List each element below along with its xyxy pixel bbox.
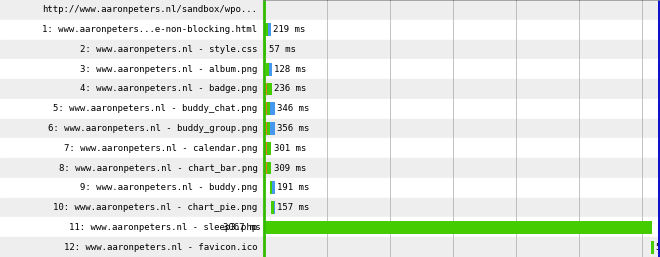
Bar: [265, 122, 267, 135]
Bar: [270, 122, 275, 135]
Text: 56 ms: 56 ms: [656, 243, 660, 252]
Bar: [267, 122, 270, 135]
Text: 7: www.aaronpeters.nl - calendar.png: 7: www.aaronpeters.nl - calendar.png: [64, 144, 257, 153]
Bar: [267, 142, 271, 155]
Text: 157 ms: 157 ms: [277, 203, 310, 212]
Bar: [273, 201, 275, 214]
Bar: [267, 102, 270, 115]
Text: 356 ms: 356 ms: [277, 124, 310, 133]
Bar: [264, 23, 265, 36]
Bar: [263, 79, 660, 99]
Bar: [263, 20, 660, 40]
Bar: [263, 178, 660, 198]
Bar: [263, 138, 660, 158]
Text: 3067 ms: 3067 ms: [222, 223, 260, 232]
Text: 309 ms: 309 ms: [274, 163, 306, 172]
Bar: [263, 59, 660, 79]
Bar: [265, 102, 267, 115]
Text: 6: www.aaronpeters.nl - buddy_group.png: 6: www.aaronpeters.nl - buddy_group.png: [48, 124, 257, 133]
Bar: [0, 20, 263, 40]
Text: 3: www.aaronpeters.nl - album.png: 3: www.aaronpeters.nl - album.png: [80, 65, 257, 74]
Bar: [263, 99, 660, 119]
Text: 10: www.aaronpeters.nl - chart_pie.png: 10: www.aaronpeters.nl - chart_pie.png: [53, 203, 257, 212]
Text: 12: www.aaronpeters.nl - favicon.ico: 12: www.aaronpeters.nl - favicon.ico: [64, 243, 257, 252]
Text: 128 ms: 128 ms: [274, 65, 306, 74]
Bar: [270, 102, 275, 115]
Bar: [270, 181, 272, 194]
Text: 9: www.aaronpeters.nl - buddy.png: 9: www.aaronpeters.nl - buddy.png: [80, 183, 257, 192]
Bar: [263, 0, 660, 20]
Bar: [263, 237, 660, 257]
Bar: [265, 23, 268, 36]
Bar: [267, 82, 271, 95]
Bar: [265, 43, 267, 56]
Bar: [0, 237, 263, 257]
Text: 4: www.aaronpeters.nl - badge.png: 4: www.aaronpeters.nl - badge.png: [80, 85, 257, 94]
Bar: [265, 142, 267, 155]
Text: 11: www.aaronpeters.nl - sleep3.php: 11: www.aaronpeters.nl - sleep3.php: [69, 223, 257, 232]
Bar: [0, 217, 263, 237]
Text: 2: www.aaronpeters.nl - style.css: 2: www.aaronpeters.nl - style.css: [80, 45, 257, 54]
Bar: [263, 217, 660, 237]
Text: 5: www.aaronpeters.nl - buddy_chat.png: 5: www.aaronpeters.nl - buddy_chat.png: [53, 104, 257, 113]
Bar: [268, 23, 271, 36]
Bar: [0, 158, 263, 178]
Bar: [269, 63, 271, 76]
Bar: [0, 79, 263, 99]
Text: 1: www.aaronpeters...e-non-blocking.html: 1: www.aaronpeters...e-non-blocking.html: [42, 25, 257, 34]
Bar: [0, 178, 263, 198]
Bar: [0, 59, 263, 79]
Text: 346 ms: 346 ms: [277, 104, 310, 113]
Bar: [271, 201, 273, 214]
Text: http://www.aaronpeters.nl/sandbox/wpo...: http://www.aaronpeters.nl/sandbox/wpo...: [42, 5, 257, 14]
Bar: [272, 181, 275, 194]
Bar: [0, 0, 263, 20]
Text: 236 ms: 236 ms: [274, 85, 306, 94]
Text: 57 ms: 57 ms: [269, 45, 296, 54]
Bar: [651, 241, 653, 254]
Bar: [267, 63, 269, 76]
Text: 219 ms: 219 ms: [273, 25, 306, 34]
Bar: [0, 138, 263, 158]
Bar: [267, 162, 271, 175]
Bar: [263, 40, 660, 59]
Bar: [265, 82, 267, 95]
Bar: [264, 221, 653, 234]
Text: 301 ms: 301 ms: [274, 144, 306, 153]
Bar: [263, 119, 660, 138]
Bar: [0, 198, 263, 217]
Text: 8: www.aaronpeters.nl - chart_bar.png: 8: www.aaronpeters.nl - chart_bar.png: [59, 163, 257, 172]
Bar: [263, 158, 660, 178]
Bar: [265, 162, 267, 175]
Bar: [0, 99, 263, 119]
Bar: [263, 198, 660, 217]
Text: 191 ms: 191 ms: [277, 183, 310, 192]
Bar: [0, 40, 263, 59]
Bar: [0, 119, 263, 138]
